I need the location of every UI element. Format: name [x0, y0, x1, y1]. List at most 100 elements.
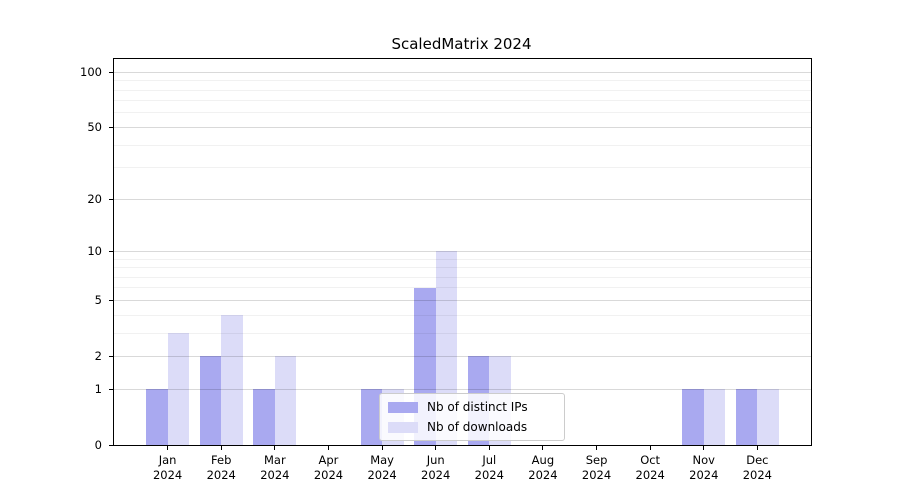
bar-downloads-feb: [221, 315, 243, 445]
y-tick-50: [109, 126, 113, 128]
x-tick-month: Aug: [531, 453, 555, 467]
x-tick-jan: [167, 446, 169, 450]
x-tick-feb: [220, 446, 222, 450]
x-tick-oct: [649, 446, 651, 450]
legend: Nb of distinct IPs Nb of downloads: [379, 393, 565, 441]
x-tick-label-mar: Mar 2024: [235, 453, 315, 483]
y-tick-1: [109, 388, 113, 390]
y-tick-10: [109, 250, 113, 252]
y-tick-100: [109, 71, 113, 73]
plot-area: 0 1 2 5 10 20 50 100 Jan 2024 Feb 2024 Mar 2024 Apr 202…: [80, 58, 812, 482]
x-tick-apr: [327, 446, 329, 450]
x-tick-month: Oct: [640, 453, 661, 467]
legend-row-distinct-ips: Nb of distinct IPs: [388, 399, 556, 415]
bar-downloads-dec: [757, 389, 779, 445]
x-tick-label-sep: Sep 2024: [557, 453, 637, 483]
gridline-minor-4: [114, 314, 811, 316]
x-tick-dec: [756, 446, 758, 450]
bar-downloads-jan: [167, 333, 190, 445]
x-tick-month: Jun: [426, 453, 445, 467]
x-tick-label-aug: Aug 2024: [503, 453, 583, 483]
x-tick-label-may: May 2024: [342, 453, 422, 483]
bar-downloads-nov: [703, 389, 726, 445]
gridline-major-20: [114, 198, 811, 200]
x-tick-label-feb: Feb 2024: [181, 453, 261, 483]
x-tick-month: Mar: [263, 453, 286, 467]
x-tick-month: Sep: [585, 453, 608, 467]
x-tick-year: 2024: [742, 468, 773, 482]
x-tick-month: May: [370, 453, 394, 467]
bar-ips-dec: [735, 389, 758, 445]
x-tick-label-apr: Apr 2024: [288, 453, 368, 483]
gridline-major-100: [114, 71, 811, 73]
x-tick-month: Apr: [318, 453, 339, 467]
chart-title: ScaledMatrix 2024: [391, 35, 532, 53]
x-tick-label-nov: Nov 2024: [664, 453, 744, 483]
x-tick-aug: [542, 446, 544, 450]
gridline-minor-6: [114, 287, 811, 289]
axis-layer: 0 1 2 5 10 20 50 100 Jan 2024 Feb 2024 Mar 2024 Apr 202…: [80, 59, 811, 482]
x-tick-label-dec: Dec 2024: [717, 453, 797, 483]
x-tick-year: 2024: [421, 468, 451, 482]
gridline-minor-9: [114, 258, 811, 260]
x-tick-month: Jul: [482, 453, 497, 467]
y-tick-label-1: 1: [94, 382, 102, 397]
gridline-minor-40: [114, 144, 811, 146]
x-tick-month: Feb: [211, 453, 232, 467]
x-tick-year: 2024: [152, 468, 183, 482]
x-tick-mar: [274, 446, 276, 450]
x-tick-nov: [703, 446, 705, 450]
x-tick-year: 2024: [635, 468, 665, 482]
x-tick-jun: [435, 446, 437, 450]
legend-swatch-downloads: [388, 421, 418, 433]
legend-label-downloads: Nb of downloads: [427, 420, 528, 434]
x-tick-jul: [488, 446, 490, 450]
bars-layer: [114, 59, 811, 445]
bar-ips-jan: [146, 389, 168, 445]
grid-layer: [114, 59, 811, 445]
legend-label-distinct-ips: Nb of distinct IPs: [427, 400, 528, 414]
x-tick-may: [381, 446, 383, 450]
x-tick-month: Jan: [158, 453, 177, 467]
x-tick-year: 2024: [474, 468, 504, 482]
gridline-major-2: [114, 355, 811, 357]
x-tick-year: 2024: [206, 468, 236, 482]
bar-downloads-mar: [274, 356, 297, 445]
x-tick-year: 2024: [528, 468, 558, 482]
gridline-major-50: [114, 126, 811, 128]
x-tick-year: 2024: [581, 468, 612, 482]
x-tick-year: 2024: [313, 468, 344, 482]
y-tick-20: [109, 198, 113, 200]
gridline-minor-30: [114, 167, 811, 169]
x-tick-label-jun: Jun 2024: [396, 453, 476, 483]
gridline-minor-7: [114, 276, 811, 278]
gridline-minor-3: [114, 332, 811, 334]
bar-ips-feb: [199, 356, 222, 445]
gridline-minor-80: [114, 89, 811, 91]
x-tick-month: Nov: [692, 453, 715, 467]
bar-ips-nov: [682, 389, 704, 445]
gridline-major-1: [114, 388, 811, 390]
y-tick-label-20: 20: [87, 192, 102, 207]
bar-ips-mar: [253, 389, 275, 445]
x-tick-sep: [596, 446, 598, 450]
y-tick-2: [109, 355, 113, 357]
gridline-minor-90: [114, 80, 811, 82]
gridline-minor-60: [114, 112, 811, 114]
y-tick-label-50: 50: [87, 120, 102, 135]
gridline-major-10: [114, 250, 811, 252]
gridline-minor-70: [114, 100, 811, 102]
x-tick-year: 2024: [260, 468, 290, 482]
y-tick-label-100: 100: [80, 65, 102, 80]
legend-swatch-distinct-ips: [388, 401, 418, 413]
y-tick-label-10: 10: [87, 244, 102, 259]
x-tick-month: Dec: [746, 453, 769, 467]
y-tick-5: [109, 299, 113, 301]
gridline-minor-8: [114, 267, 811, 269]
y-tick-0: [109, 444, 113, 446]
legend-row-downloads: Nb of downloads: [388, 419, 556, 435]
y-tick-label-5: 5: [94, 293, 102, 308]
x-tick-label-jul: Jul 2024: [449, 453, 529, 483]
gridline-major-5: [114, 299, 811, 301]
